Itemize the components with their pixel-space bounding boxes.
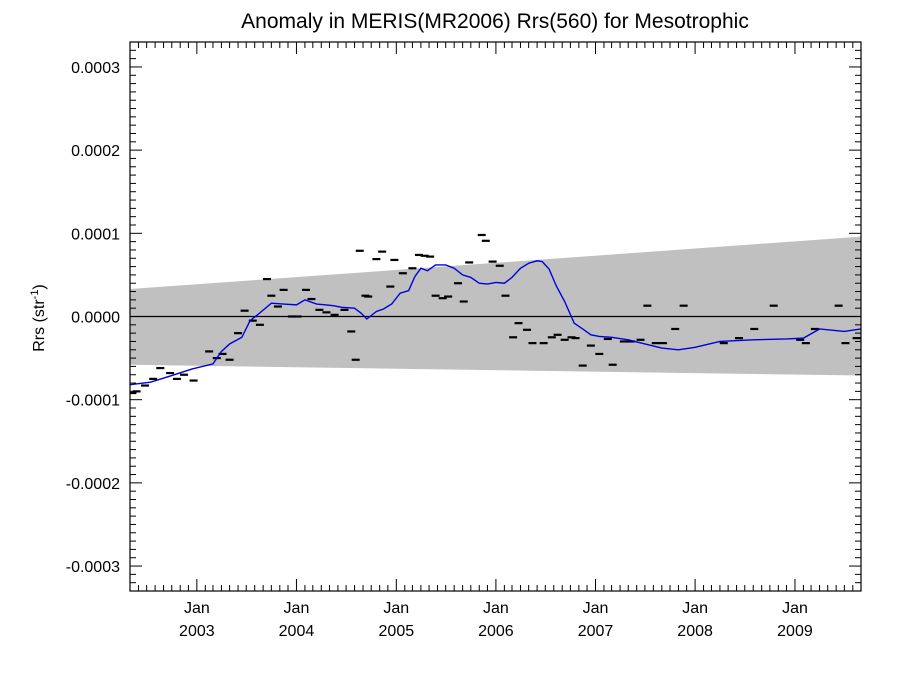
smoothed-line <box>130 260 861 386</box>
x-tick-label: Jan <box>782 600 808 617</box>
x-tick-label: 2005 <box>379 623 415 640</box>
x-tick-label: Jan <box>184 600 210 617</box>
y-tick-label: 0.0002 <box>71 143 120 160</box>
x-tick-label: 2004 <box>279 623 315 640</box>
y-tick-label: 0.0003 <box>71 60 120 77</box>
y-tick-label: -0.0001 <box>66 393 120 410</box>
y-tick-label: 0.0001 <box>71 226 120 243</box>
x-tick-label: 2008 <box>677 623 713 640</box>
x-tick-label: Jan <box>682 600 708 617</box>
y-tick-label: -0.0003 <box>66 559 120 576</box>
confidence-band <box>130 236 861 376</box>
chart-title: Anomaly in MERIS(MR2006) Rrs(560) for Me… <box>241 10 749 33</box>
x-tick-label: 2009 <box>777 623 813 640</box>
x-tick-label: Jan <box>284 600 310 617</box>
y-tick-label: -0.0002 <box>66 476 120 493</box>
y-axis: -0.0003 -0.0002 -0.0001 0.0000 0.0001 0.0002 0… <box>66 41 861 592</box>
y-axis-label: Rrs (str-1) <box>29 284 48 352</box>
x-tick-label: Jan <box>483 600 509 617</box>
x-tick-label: Jan <box>383 600 409 617</box>
x-tick-label: 2007 <box>578 623 614 640</box>
x-tick-label: 2006 <box>478 623 514 640</box>
y-tick-label: 0.0000 <box>71 310 120 327</box>
x-tick-label: Jan <box>583 600 609 617</box>
x-tick-label: 2003 <box>179 623 215 640</box>
x-axis: Jan 2003 Jan 2004 Jan 2005 Jan 2006 Jan 2007 Jan 20… <box>129 42 854 640</box>
